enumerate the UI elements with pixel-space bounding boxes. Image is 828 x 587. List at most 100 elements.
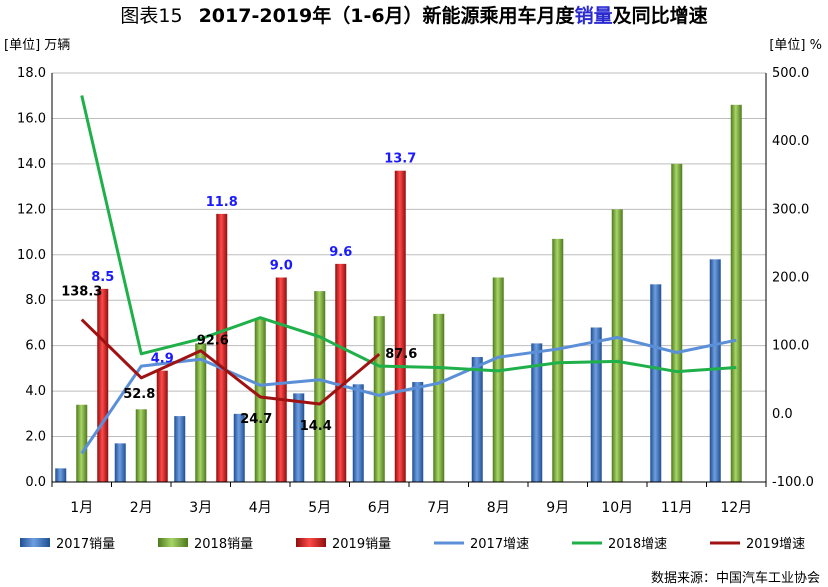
legend-label: 2018销量 (194, 537, 253, 552)
bar-2017销量 (114, 443, 126, 482)
left-tick-label: 0.0 (25, 475, 46, 490)
sales-2019-data-label: 4.9 (151, 352, 174, 367)
chart-title-part1: 2017-2019年（1-6月）新能源乘用车月度 (199, 4, 576, 27)
right-tick-label: 0.0 (772, 407, 793, 422)
chart-title: 图表15 2017-2019年（1-6月）新能源乘用车月度销量及同比增速 (120, 4, 707, 27)
right-tick-label: -100.0 (772, 475, 814, 490)
legend-swatch (20, 538, 50, 547)
line-2019增速 (80, 318, 381, 406)
axes (51, 73, 767, 487)
bar-2018销量 (76, 404, 88, 482)
left-tick-label: 4.0 (25, 384, 46, 399)
bar-2017销量 (650, 284, 662, 482)
right-tick-label: 400.0 (772, 134, 809, 149)
legend: 2017销量 2018销量 2019销量 2017增速 2018增速 2019增速 (20, 537, 805, 552)
category-label: 2月 (130, 500, 153, 516)
bar-2018销量 (254, 318, 266, 482)
right-axis-unit-label: [单位] % (769, 38, 822, 53)
legend-label: 2017增速 (470, 537, 529, 552)
category-label: 9月 (546, 500, 569, 516)
bar-2019销量 (275, 277, 287, 482)
line-2018增速 (80, 95, 737, 374)
sales-2019-data-label: 9.0 (270, 259, 293, 274)
bar-2018销量 (611, 209, 623, 483)
bar-2017销量 (293, 393, 305, 482)
growth-2019-data-label: 24.7 (240, 412, 272, 427)
legend-swatch (158, 538, 188, 547)
sales-2019-data-label: 8.5 (91, 270, 114, 285)
legend-swatch (296, 538, 326, 547)
legend-label: 2018增速 (608, 537, 667, 552)
chart-title-part2: 及同比增速 (613, 4, 708, 27)
bar-2018销量 (195, 343, 207, 482)
bar-2019销量 (156, 370, 168, 482)
bar-2017销量 (531, 343, 543, 482)
chart-title-highlight: 销量 (575, 4, 613, 27)
left-tick-label: 2.0 (25, 430, 46, 445)
category-label: 4月 (249, 500, 272, 516)
bar-2017销量 (471, 357, 483, 482)
sales-2019-data-label: 11.8 (206, 195, 238, 210)
growth-2019-data-label: 138.3 (61, 285, 102, 300)
legend-label: 2019增速 (746, 537, 805, 552)
bar-2019销量 (216, 213, 228, 482)
left-tick-label: 18.0 (17, 66, 46, 81)
right-tick-label: 500.0 (772, 66, 809, 81)
data-labels: 8.5 4.9 11.8 9.0 9.6 13.7 138.3 52.8 92.6 24.7 14.… (61, 152, 417, 434)
category-label: 10月 (601, 500, 633, 516)
bar-2019销量 (335, 263, 347, 482)
category-label: 12月 (720, 500, 752, 516)
bar-2018销量 (671, 163, 683, 482)
growth-2019-data-label: 52.8 (123, 387, 155, 402)
bar-2018销量 (492, 277, 504, 482)
bar-2018销量 (314, 291, 326, 482)
line-2017增速 (80, 335, 737, 455)
bar-2017销量 (590, 327, 602, 482)
category-label: 5月 (308, 500, 331, 516)
sales-2019-data-label: 13.7 (384, 152, 416, 167)
bar-2018销量 (433, 313, 445, 482)
chart-title-prefix: 图表15 (120, 5, 182, 27)
category-label: 3月 (189, 500, 212, 516)
right-tick-label: 300.0 (772, 202, 809, 217)
bar-2017销量 (352, 384, 364, 482)
sales-2019-data-label: 9.6 (329, 245, 352, 260)
bar-2018销量 (552, 238, 564, 482)
right-axis-ticks: -100.0 0.0 100.0 200.0 300.0 400.0 500.0 (772, 66, 814, 490)
bar-2018销量 (730, 104, 742, 483)
left-tick-label: 10.0 (17, 248, 46, 263)
bar-2017销量 (412, 382, 424, 482)
bar-2017销量 (174, 416, 186, 482)
bar-2019销量 (394, 170, 406, 482)
bar-2018销量 (135, 409, 147, 482)
left-tick-label: 8.0 (25, 293, 46, 308)
line-series (80, 95, 737, 455)
bar-2017销量 (709, 259, 721, 482)
bar-2019销量 (97, 288, 109, 482)
source-note: 数据来源：中国汽车工业协会 (651, 570, 820, 586)
category-label: 11月 (661, 500, 693, 516)
bar-series (55, 104, 742, 483)
left-axis-ticks: 0.0 2.0 4.0 6.0 8.0 10.0 12.0 14.0 16.0 18.0 (17, 66, 46, 490)
category-label: 7月 (427, 500, 450, 516)
left-tick-label: 6.0 (25, 339, 46, 354)
category-axis-labels: 1月 2月 3月 4月 5月 6月 7月 8月 9月 10月 11月 12月 (70, 500, 752, 516)
growth-2019-data-label: 14.4 (300, 419, 332, 434)
left-tick-label: 12.0 (17, 202, 46, 217)
bar-2017销量 (55, 468, 67, 482)
bar-2018销量 (373, 316, 385, 482)
growth-2019-data-label: 92.6 (197, 334, 229, 349)
category-label: 6月 (368, 500, 391, 516)
bar-2017销量 (233, 413, 245, 482)
category-label: 8月 (487, 500, 510, 516)
right-tick-label: 100.0 (772, 339, 809, 354)
right-tick-label: 200.0 (772, 271, 809, 286)
left-tick-label: 16.0 (17, 111, 46, 126)
left-tick-label: 14.0 (17, 157, 46, 172)
legend-label: 2019销量 (332, 537, 391, 552)
left-axis-unit-label: [单位] 万辆 (4, 38, 70, 53)
category-label: 1月 (70, 500, 93, 516)
growth-2019-data-label: 87.6 (385, 347, 417, 362)
legend-label: 2017销量 (56, 537, 115, 552)
